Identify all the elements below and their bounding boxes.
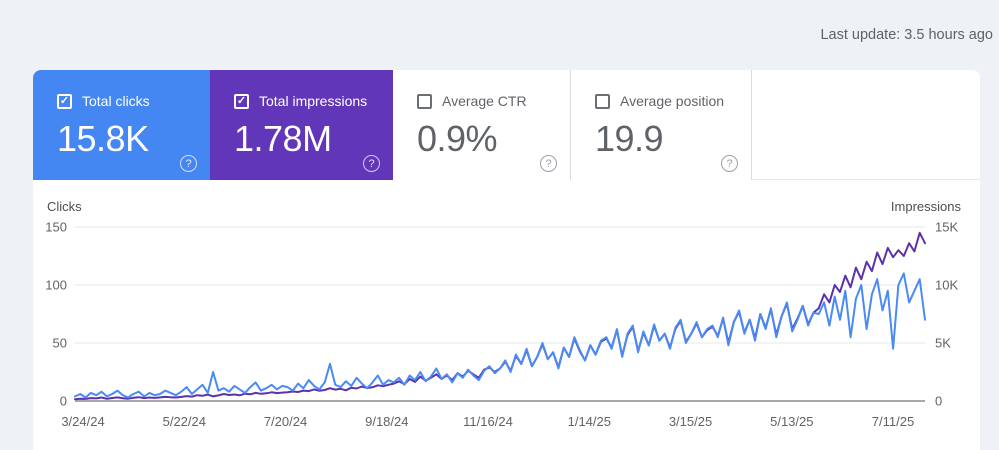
- checkbox-average-position[interactable]: ✓: [595, 93, 610, 109]
- metric-value: 15.8K: [57, 118, 149, 159]
- svg-text:3/15/25: 3/15/25: [669, 414, 712, 429]
- svg-text:5K: 5K: [935, 336, 951, 351]
- help-icon[interactable]: ?: [363, 155, 380, 172]
- svg-text:Clicks: Clicks: [47, 199, 82, 214]
- svg-text:9/18/24: 9/18/24: [365, 414, 408, 429]
- metric-label: Total clicks: [82, 93, 150, 109]
- svg-text:5/13/25: 5/13/25: [770, 414, 813, 429]
- performance-panel: ✓ Total clicks 15.8K ? ✓ Total impressio…: [33, 70, 980, 450]
- metric-tile-average-ctr[interactable]: ✓ Average CTR 0.9% ?: [393, 70, 571, 180]
- metric-label: Average position: [620, 93, 725, 109]
- help-icon[interactable]: ?: [180, 155, 197, 172]
- svg-text:15K: 15K: [935, 220, 958, 235]
- performance-line-chart[interactable]: 0 50 100 150 0 5K 10K 15K Clicks Impressions 3/24/…: [33, 180, 980, 448]
- svg-text:50: 50: [53, 336, 67, 351]
- svg-text:7/11/25: 7/11/25: [872, 414, 914, 429]
- svg-text:150: 150: [45, 220, 67, 235]
- svg-text:Impressions: Impressions: [891, 199, 962, 214]
- last-update-text: Last update: 3.5 hours ago: [820, 27, 993, 43]
- help-icon[interactable]: ?: [721, 155, 738, 172]
- metric-tile-total-clicks[interactable]: ✓ Total clicks 15.8K ?: [33, 70, 210, 180]
- svg-text:5/22/24: 5/22/24: [163, 414, 206, 429]
- svg-text:1/14/25: 1/14/25: [568, 414, 611, 429]
- svg-text:0: 0: [935, 394, 942, 409]
- metric-value: 1.78M: [234, 118, 332, 159]
- checkmark-icon: ✓: [236, 94, 247, 107]
- checkbox-total-clicks[interactable]: ✓: [57, 93, 72, 109]
- metric-value: 0.9%: [417, 118, 498, 159]
- performance-chart-area: 0 50 100 150 0 5K 10K 15K Clicks Impressions 3/24/…: [33, 180, 980, 448]
- metric-tile-total-impressions[interactable]: ✓ Total impressions 1.78M ?: [210, 70, 393, 180]
- metric-tiles-row: ✓ Total clicks 15.8K ? ✓ Total impressio…: [33, 70, 980, 180]
- svg-text:7/20/24: 7/20/24: [264, 414, 307, 429]
- svg-text:10K: 10K: [935, 278, 958, 293]
- metric-label: Average CTR: [442, 93, 527, 109]
- checkbox-total-impressions[interactable]: ✓: [234, 93, 249, 109]
- svg-text:11/16/24: 11/16/24: [463, 414, 513, 429]
- checkmark-icon: ✓: [59, 94, 70, 107]
- svg-text:100: 100: [45, 278, 67, 293]
- metric-tile-average-position[interactable]: ✓ Average position 19.9 ?: [571, 70, 752, 180]
- help-icon[interactable]: ?: [540, 155, 557, 172]
- metric-value: 19.9: [595, 118, 664, 159]
- metric-label: Total impressions: [259, 93, 368, 109]
- checkbox-average-ctr[interactable]: ✓: [417, 93, 432, 109]
- svg-text:3/24/24: 3/24/24: [61, 414, 104, 429]
- svg-text:0: 0: [60, 394, 67, 409]
